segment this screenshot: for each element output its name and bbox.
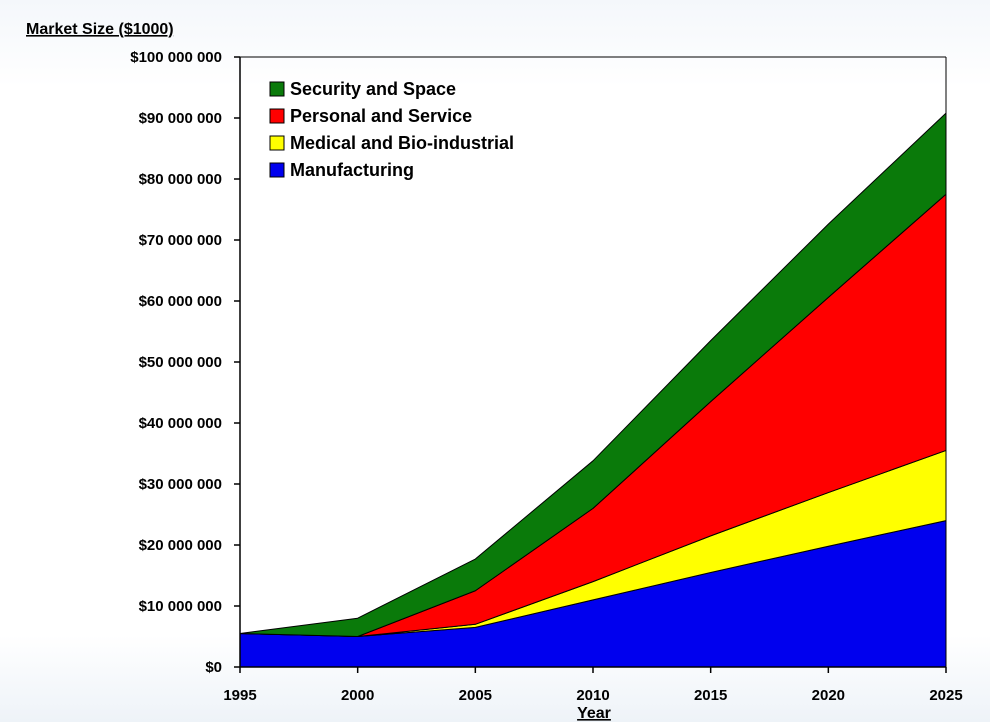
x-tick-label: 2015	[694, 687, 727, 704]
y-tick-label: $70 000 000	[139, 232, 222, 249]
legend: Security and Space Personal and Service Me…	[269, 79, 514, 180]
y-tick-label: $40 000 000	[139, 415, 222, 432]
y-axis-title: Market Size ($1000)	[26, 21, 174, 38]
x-tick-label: 2010	[576, 687, 609, 704]
y-tick-label: $50 000 000	[139, 354, 222, 371]
y-tick-label: $10 000 000	[139, 598, 222, 615]
x-axis-title: Year	[577, 705, 611, 722]
area-layer	[239, 112, 947, 668]
y-tick-label: $100 000 000	[130, 49, 222, 66]
legend-label: Medical and Bio-industrial	[290, 133, 514, 153]
x-tick-label: 1995	[223, 687, 256, 704]
x-tick-label: 2025	[929, 687, 962, 704]
y-tick-label: $90 000 000	[139, 110, 222, 127]
legend-label: Security and Space	[290, 79, 456, 99]
y-tick-label: $80 000 000	[139, 171, 222, 188]
y-tick-label: $30 000 000	[139, 476, 222, 493]
x-tick-group: 1995 2000 2005 2010 2015 2020 2025	[223, 667, 963, 704]
legend-swatch	[269, 81, 285, 97]
x-tick-label: 2000	[341, 687, 374, 704]
legend-swatch	[269, 135, 285, 151]
y-tick-label: $60 000 000	[139, 293, 222, 310]
legend-label: Personal and Service	[290, 106, 472, 126]
y-tick-label: $20 000 000	[139, 537, 222, 554]
legend-label: Manufacturing	[290, 160, 414, 180]
y-tick-label: $0	[205, 659, 222, 676]
legend-swatch	[269, 162, 285, 178]
x-tick-label: 2020	[812, 687, 845, 704]
y-tick-group: $0 $10 000 000 $20 000 000 $30 000 000 $40 0…	[130, 49, 240, 676]
legend-swatch	[269, 108, 285, 124]
x-tick-label: 2005	[459, 687, 492, 704]
